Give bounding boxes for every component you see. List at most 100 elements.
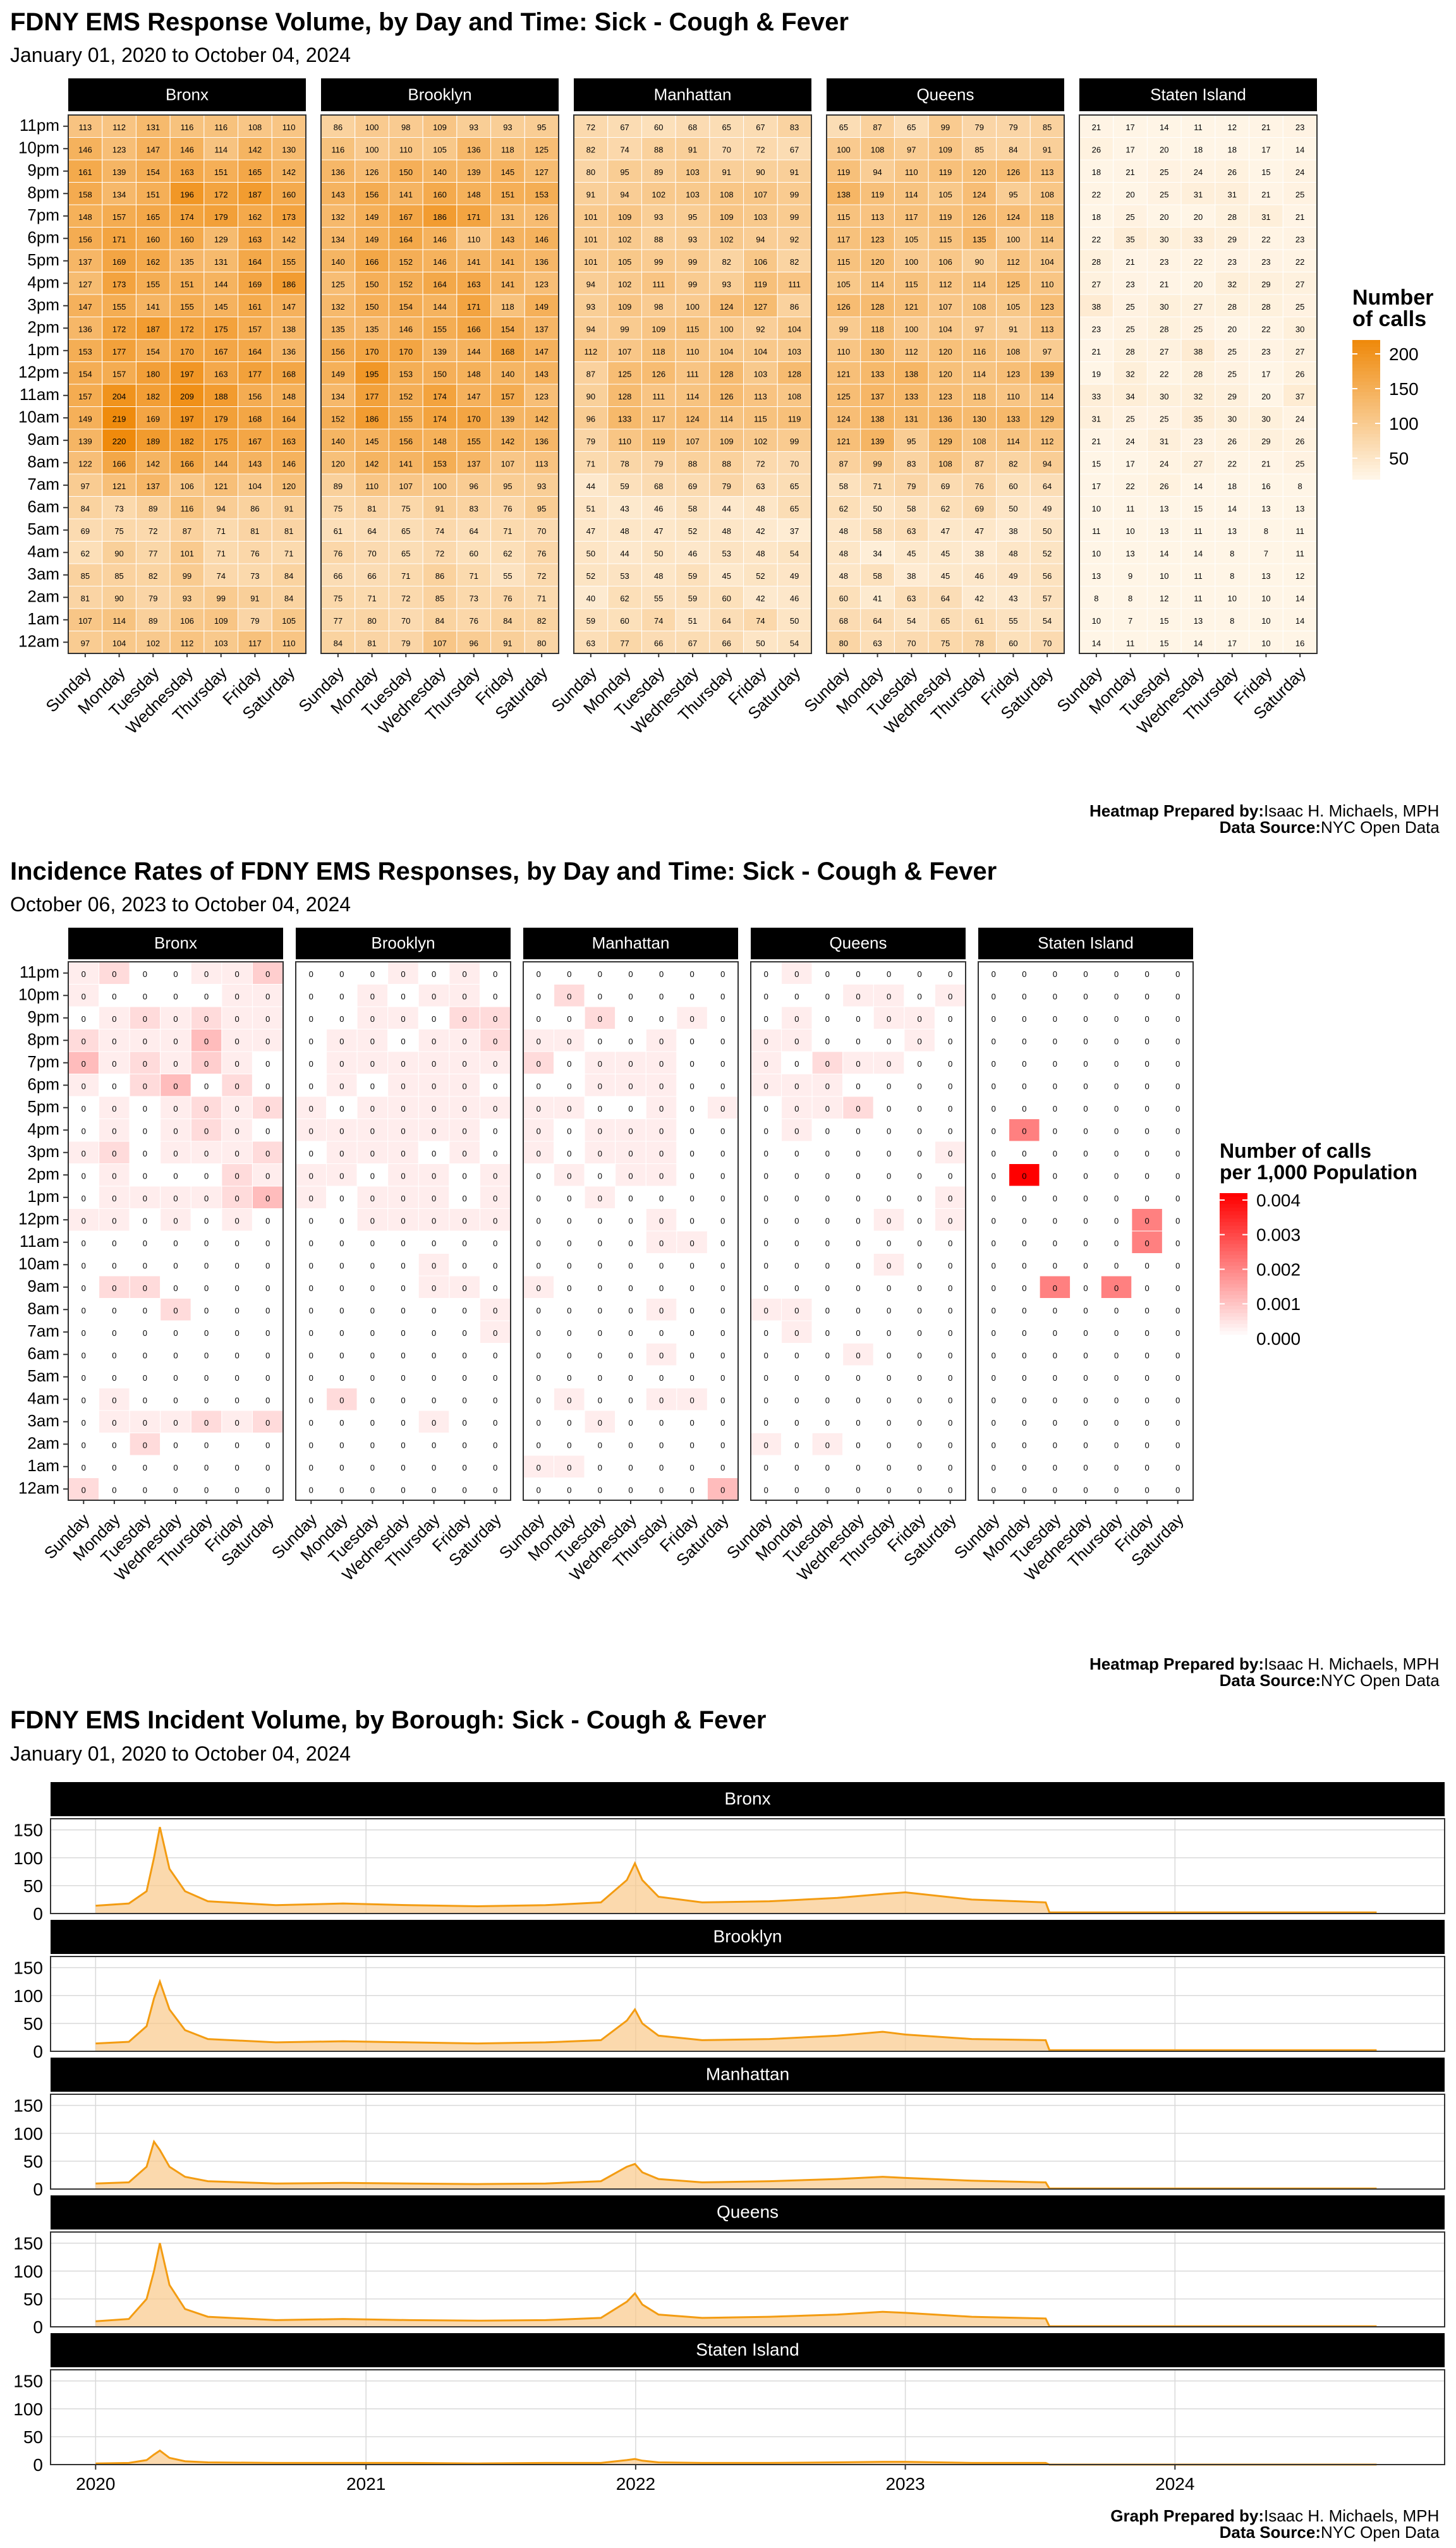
hm1-cell-label: 108 (1007, 347, 1021, 356)
hm1-cell-label: 45 (941, 549, 950, 559)
hm1-cell (68, 159, 103, 183)
hm2-cell-label: 0 (794, 1486, 799, 1495)
hm1-cell-label: 126 (1007, 167, 1021, 177)
hm1-cell-label: 42 (756, 594, 765, 604)
hm1-cell-label: 65 (401, 549, 410, 559)
hm1-cell (388, 249, 423, 272)
hm2-cell-label: 0 (567, 1328, 571, 1338)
hm1-cell (490, 249, 525, 272)
hm1-cell-label: 33 (1194, 235, 1203, 245)
hm1-cell-label: 21 (1092, 347, 1101, 356)
hm2-cell-label: 0 (1053, 1172, 1057, 1181)
ts-y-tick-label: 0 (33, 2317, 43, 2337)
hm2-cell-label: 0 (659, 1486, 664, 1495)
hm2-cell-label: 0 (143, 1486, 147, 1495)
hm1-cell (490, 317, 525, 340)
hm2-cell-label: 0 (537, 1486, 541, 1495)
hm1-cell (169, 586, 205, 609)
hm2-cell-label: 0 (463, 1463, 467, 1472)
hm1-cell-label: 71 (873, 482, 882, 491)
hm1-cell-label: 93 (537, 482, 546, 491)
hm2-cell-label: 0 (143, 1194, 147, 1203)
hm2-cell-label: 0 (112, 1463, 116, 1472)
hm1-cell-label: 66 (654, 639, 663, 648)
hm1-cell-label: 92 (790, 235, 799, 245)
ts-strip-label-brooklyn: Brooklyn (713, 1927, 782, 1946)
hm2-cell-label: 0 (432, 1283, 436, 1293)
hm1-cell-label: 143 (535, 370, 549, 379)
hm2-cell-label: 0 (1083, 1441, 1088, 1450)
hm2-cell-label: 0 (764, 1127, 768, 1136)
hm2-legend-swatch (1220, 1277, 1247, 1281)
hm2-cell-label: 0 (628, 1283, 633, 1293)
hm1-cell-label: 17 (1227, 639, 1236, 648)
hm2-cell-label: 0 (690, 1216, 695, 1226)
hm1-cell-label: 127 (754, 302, 768, 312)
hm2-cell-label: 0 (690, 1396, 695, 1405)
hm1-cell-label: 167 (399, 212, 413, 222)
hm2-cell-label: 0 (659, 1396, 664, 1405)
hm2-cell-label: 0 (690, 1463, 695, 1472)
hm1-cell-label: 114 (1007, 437, 1020, 446)
hm1-cell-label: 120 (973, 167, 986, 177)
hm2-cell-label: 0 (887, 1059, 891, 1069)
hm1-cell-label: 147 (282, 302, 296, 312)
hm1-cell-label: 152 (399, 257, 413, 267)
hm1-cell-label: 20 (1125, 190, 1134, 200)
hm1-cell (355, 317, 389, 340)
hm2-cell-label: 0 (1083, 1306, 1088, 1316)
hm2-cell-label: 0 (265, 1172, 270, 1181)
hm2-y-tick-label-4pm: 4pm (27, 1119, 59, 1138)
hm1-cell-label: 134 (112, 190, 126, 200)
hm2-cell-label: 0 (339, 1396, 344, 1405)
hm1-cell-label: 23 (1261, 347, 1270, 356)
hm1-cell-label: 146 (433, 257, 447, 267)
hm1-cell-label: 19 (1092, 370, 1101, 379)
hm2-cell-label: 0 (204, 1239, 209, 1248)
hm2-cell-label: 0 (463, 1014, 467, 1024)
hm2-cell-label: 0 (265, 1082, 270, 1091)
hm1-cell (238, 339, 272, 362)
hm2-cell-label: 0 (659, 1104, 664, 1113)
hm1-cell-label: 25 (1160, 190, 1168, 200)
hm1-cell-label: 60 (654, 123, 663, 132)
hm1-cell-label: 135 (180, 257, 194, 267)
hm1-cell-label: 100 (837, 145, 851, 155)
hm1-cell-label: 114 (1041, 392, 1054, 401)
hm2-cell-label: 0 (1022, 1127, 1026, 1136)
hm1-cell (203, 137, 239, 161)
hm1-cell-label: 153 (433, 459, 447, 469)
hm1-cell-label: 126 (973, 212, 986, 222)
hm1-cell (135, 114, 171, 138)
hm2-cell-label: 0 (659, 1037, 664, 1046)
hm2-cell-label: 0 (1022, 1239, 1026, 1248)
hm1-legend-title: of calls (1352, 307, 1426, 331)
hm2-y-tick-label-2am: 2am (27, 1433, 59, 1452)
hm2-cell-label: 0 (463, 1351, 467, 1361)
hm2-cell-label: 0 (339, 1014, 344, 1024)
hm2-cell-label: 0 (204, 1351, 209, 1361)
hm2-cell-label: 0 (856, 1194, 860, 1203)
hm2-cell-label: 0 (825, 1014, 830, 1024)
heatmap1-credit-source: NYC Open Data (1321, 818, 1440, 837)
hm2-cell-label: 0 (992, 1127, 996, 1136)
hm1-cell-label: 187 (146, 325, 160, 334)
hm1-cell-label: 22 (1194, 257, 1203, 267)
hm1-cell-label: 112 (112, 123, 126, 132)
hm2-cell-label: 0 (493, 1149, 497, 1158)
hm2-cell-label: 0 (235, 1283, 240, 1293)
hm2-cell-label: 0 (690, 1239, 695, 1248)
hm2-cell-label: 0 (112, 969, 116, 979)
hm1-y-tick-label-2pm: 2pm (27, 317, 59, 336)
hm1-cell-label: 144 (433, 302, 447, 312)
hm2-legend-swatch (1220, 1225, 1247, 1230)
hm1-cell (524, 608, 559, 631)
hm1-cell-label: 111 (652, 392, 665, 401)
hm1-cell-label: 67 (756, 123, 765, 132)
hm1-cell-label: 155 (180, 302, 194, 312)
hm1-cell (422, 204, 458, 228)
hm1-cell-label: 78 (620, 459, 629, 469)
hm1-cell-label: 220 (112, 437, 126, 446)
hm1-cell (524, 428, 559, 452)
hm1-cell (388, 496, 423, 519)
